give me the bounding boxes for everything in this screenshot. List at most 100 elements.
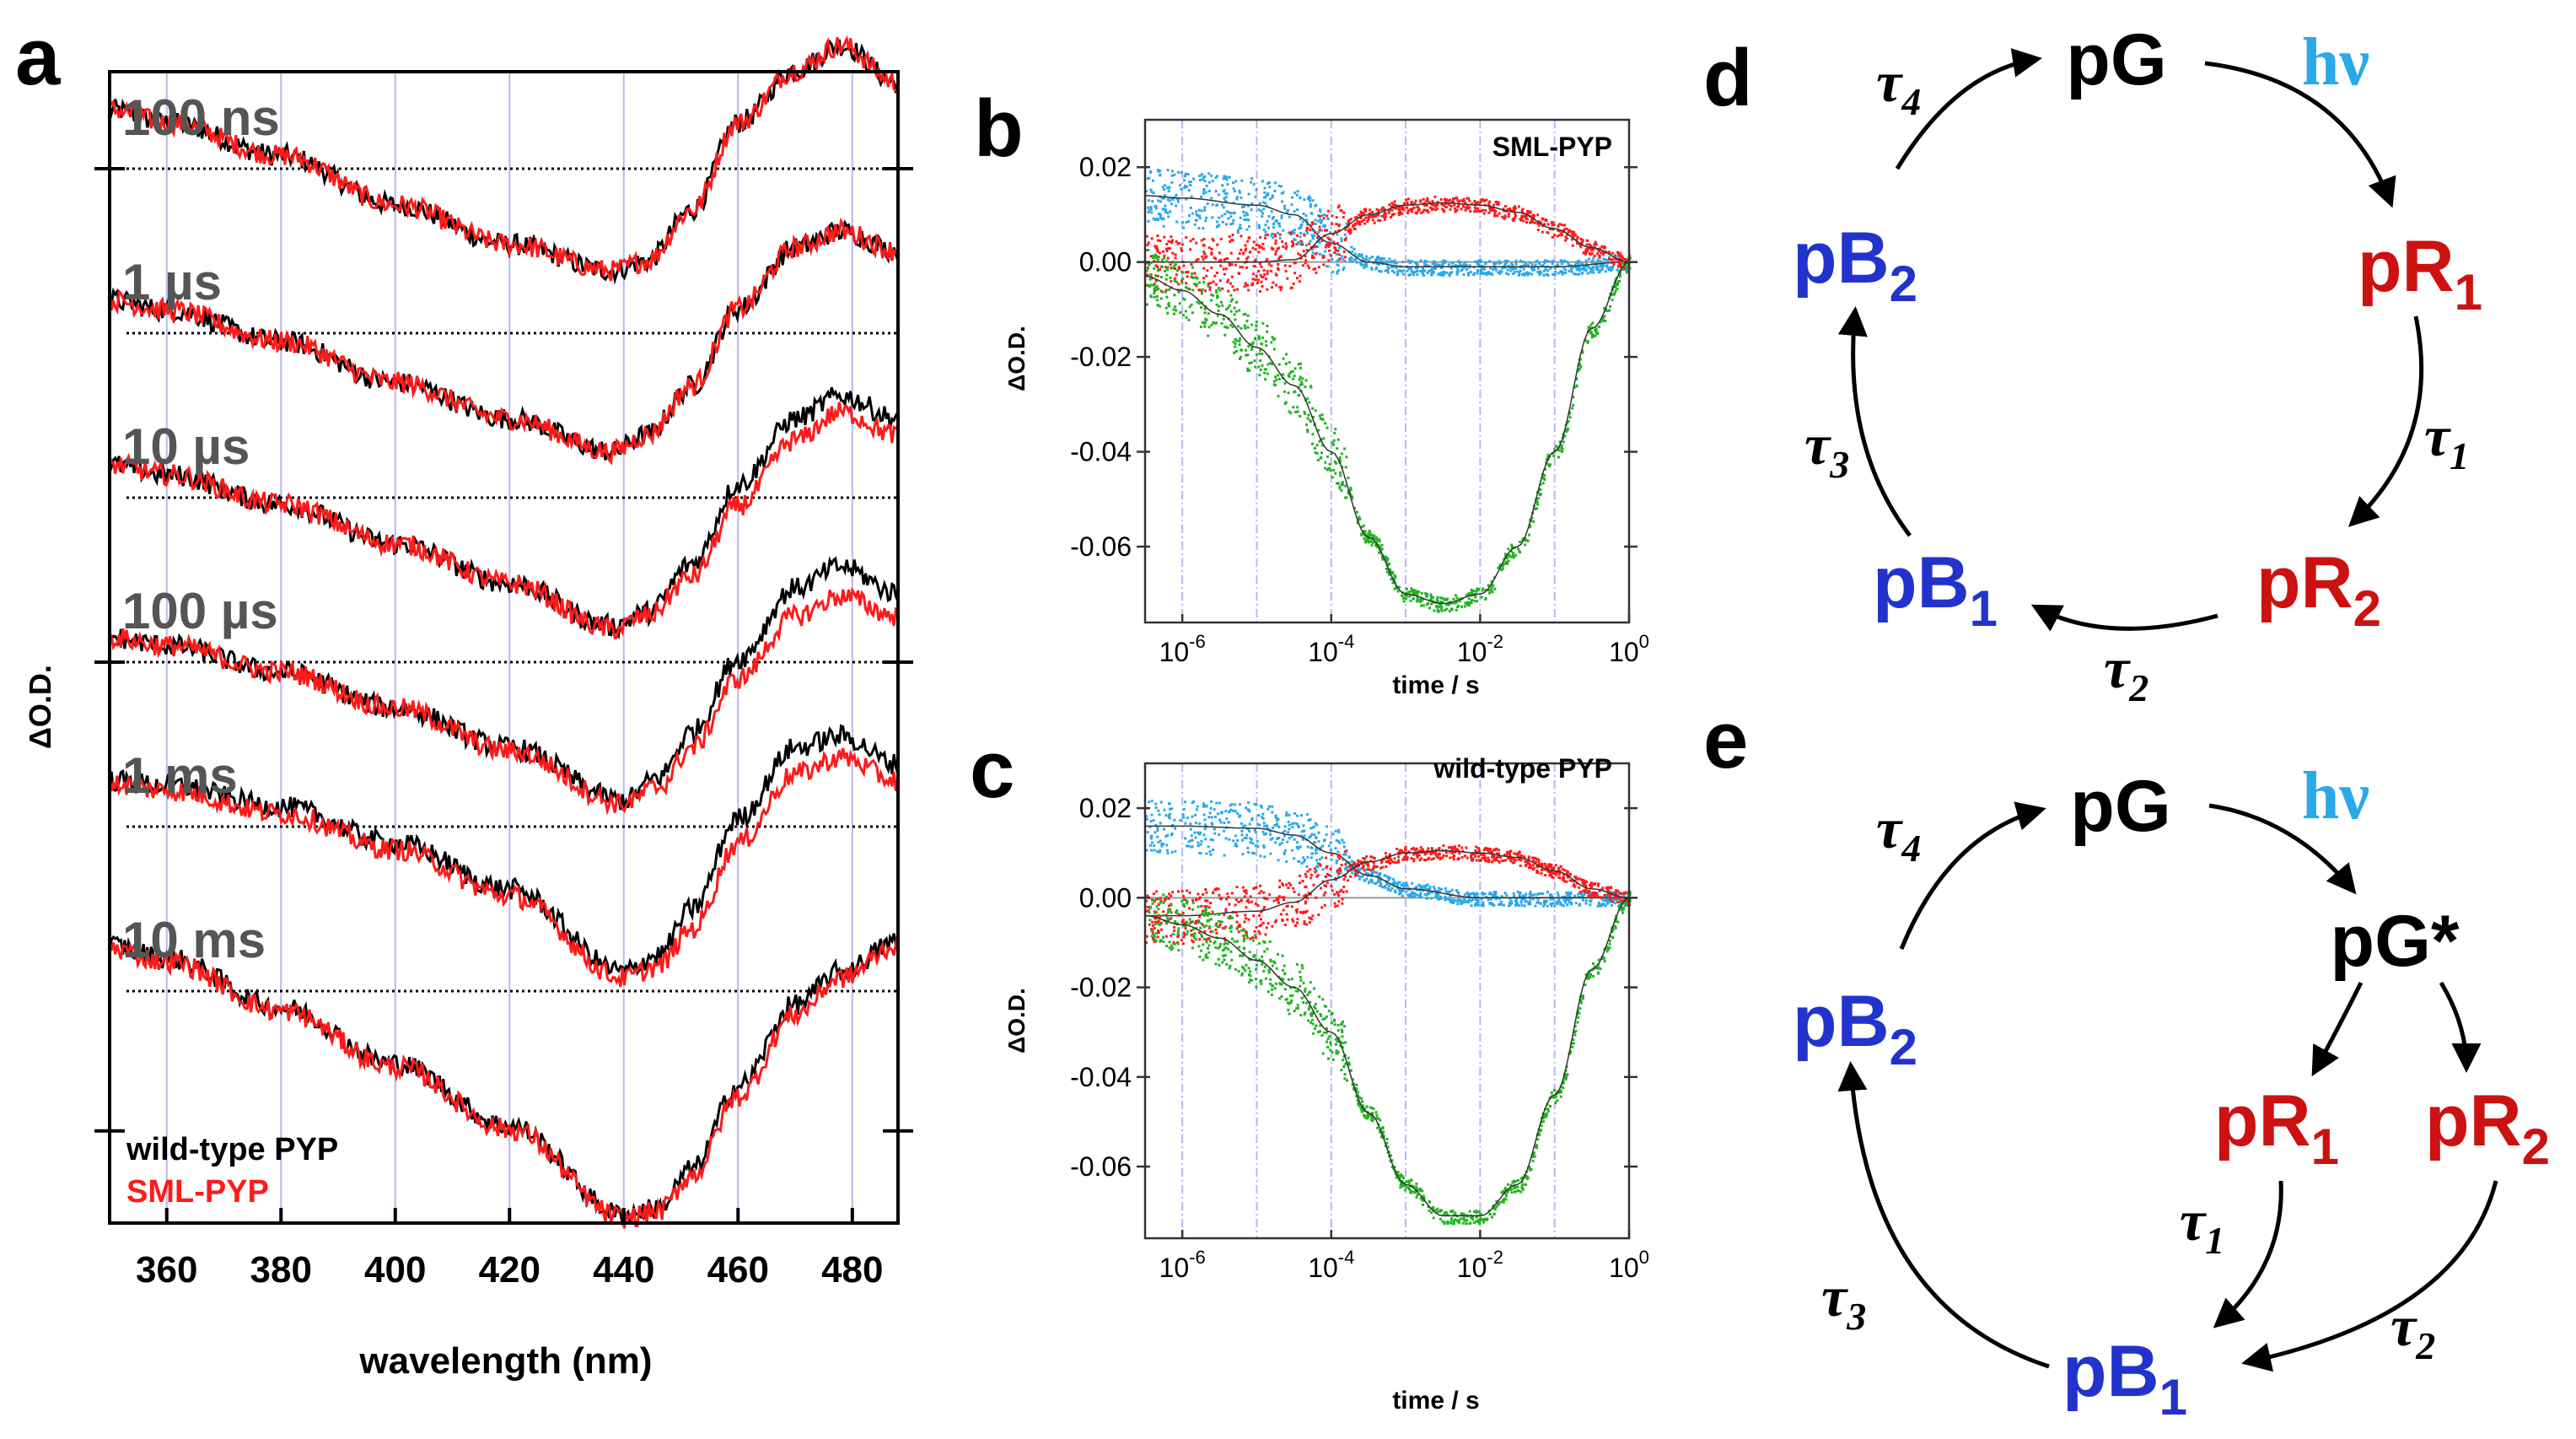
b-point-blue: [1358, 253, 1361, 256]
c-point-red: [1320, 887, 1322, 890]
c-point-red: [1154, 920, 1157, 924]
b-point-green: [1246, 367, 1250, 370]
b-point-blue: [1522, 272, 1525, 276]
c-point-blue: [1302, 824, 1305, 827]
b-point-green: [1191, 266, 1194, 269]
c-point-blue: [1589, 903, 1592, 907]
b-point-red: [1434, 204, 1438, 207]
b-point-blue: [1340, 237, 1343, 240]
c-point-red: [1470, 853, 1473, 856]
b-point-green: [1617, 280, 1621, 283]
c-point-red: [1223, 937, 1226, 940]
c-point-blue: [1273, 823, 1277, 827]
b-point-green: [1250, 347, 1254, 350]
c-point-green: [1453, 1220, 1456, 1223]
c-point-blue: [1538, 902, 1541, 905]
b-point-green: [1552, 455, 1556, 457]
b-point-green: [1340, 482, 1343, 486]
c-point-red: [1549, 874, 1552, 877]
c-point-blue: [1283, 852, 1286, 855]
b-point-green: [1157, 287, 1160, 290]
b-point-blue: [1278, 236, 1282, 240]
c-point-green: [1341, 1030, 1344, 1033]
b-point-green: [1361, 531, 1364, 535]
c-point-red: [1304, 886, 1307, 889]
b-point-blue: [1180, 171, 1183, 175]
b-point-blue: [1414, 267, 1417, 270]
c-point-red: [1525, 865, 1528, 867]
b-point-green: [1360, 525, 1363, 529]
b-point-blue: [1232, 219, 1235, 222]
c-point-blue: [1610, 903, 1613, 907]
c-point-green: [1314, 1007, 1317, 1011]
c-point-green: [1314, 1002, 1317, 1005]
b-point-red: [1492, 203, 1496, 207]
b-point-red: [1608, 257, 1611, 261]
c-point-blue: [1202, 802, 1205, 806]
c-point-red: [1184, 927, 1187, 930]
b-point-blue: [1530, 267, 1533, 270]
c-point-green: [1204, 956, 1207, 959]
b-point-red: [1581, 240, 1584, 243]
b-point-red: [1327, 238, 1331, 241]
b-point-green: [1149, 261, 1153, 265]
b-point-green: [1229, 294, 1233, 297]
b-point-red: [1259, 262, 1262, 266]
b-point-green: [1336, 447, 1339, 450]
c-point-red: [1367, 868, 1370, 871]
b-point-blue: [1370, 268, 1374, 271]
b-point-red: [1551, 235, 1554, 239]
b-point-green: [1320, 456, 1323, 459]
b-point-red: [1473, 206, 1476, 209]
b-point-blue: [1566, 261, 1569, 264]
c-point-blue: [1489, 897, 1492, 901]
c-point-red: [1311, 914, 1315, 918]
b-point-blue: [1232, 181, 1234, 185]
b-point-red: [1390, 205, 1393, 208]
c-point-blue: [1426, 893, 1428, 897]
c-point-blue: [1606, 897, 1610, 901]
c-point-red: [1340, 864, 1343, 867]
c-point-blue: [1256, 839, 1259, 843]
b-point-red: [1422, 202, 1426, 205]
b-point-green: [1301, 377, 1304, 380]
b-point-red: [1262, 269, 1266, 272]
b-point-red: [1338, 257, 1342, 261]
c-point-red: [1202, 909, 1204, 913]
b-point-blue: [1507, 264, 1510, 267]
b-point-green: [1490, 580, 1493, 583]
b-point-green: [1245, 320, 1249, 323]
c-point-blue: [1191, 838, 1194, 842]
b-point-blue: [1433, 261, 1435, 264]
c-point-red: [1402, 851, 1406, 854]
b-point-green: [1415, 591, 1418, 595]
b-point-red: [1314, 252, 1317, 256]
b-point-blue: [1520, 273, 1524, 276]
c-point-blue: [1225, 817, 1229, 821]
c-point-blue: [1256, 844, 1260, 848]
c-point-red: [1341, 897, 1344, 901]
b-point-blue: [1355, 261, 1358, 264]
b-point-blue: [1236, 231, 1240, 234]
c-point-red: [1457, 844, 1460, 848]
b-point-green: [1455, 608, 1458, 612]
b-point-blue: [1585, 264, 1589, 267]
b-point-green: [1191, 276, 1195, 279]
b-point-blue: [1580, 272, 1584, 274]
c-point-green: [1180, 899, 1184, 903]
b-point-red: [1517, 205, 1520, 208]
c-point-red: [1497, 849, 1500, 852]
c-point-red: [1344, 850, 1347, 854]
b-point-green: [1410, 590, 1413, 593]
c-point-red: [1606, 890, 1610, 893]
b-point-green: [1215, 291, 1218, 294]
c-point-green: [1322, 1031, 1326, 1034]
b-point-red: [1213, 274, 1217, 278]
b-point-blue: [1426, 272, 1429, 274]
a-gridlines: [165, 72, 853, 1223]
b-point-green: [1345, 496, 1348, 499]
b-point-blue: [1296, 190, 1299, 193]
b-point-red: [1429, 206, 1432, 209]
b-point-red: [1221, 287, 1224, 290]
b-point-red: [1175, 273, 1178, 277]
